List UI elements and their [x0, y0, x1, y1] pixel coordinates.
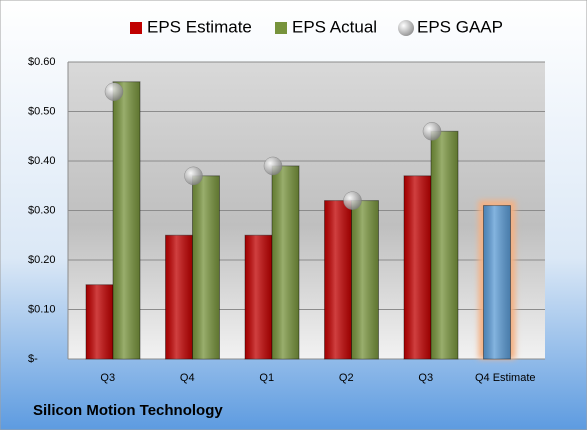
- x-tick-label: Q2: [339, 372, 354, 384]
- legend-marker: [275, 22, 287, 34]
- x-tick-label: Q4: [180, 372, 195, 384]
- legend-marker: [130, 22, 142, 34]
- x-tick-label: Q1: [259, 372, 274, 384]
- legend-label: EPS Estimate: [147, 17, 252, 36]
- bar-shine: [245, 235, 272, 359]
- chart-title: Silicon Motion Technology: [33, 402, 223, 419]
- x-tick-label: Q4 Estimate: [475, 372, 536, 384]
- gaap-marker: [184, 166, 203, 186]
- bar-shine: [272, 165, 299, 359]
- bar-shine: [324, 200, 352, 359]
- x-tick-label: Q3: [100, 372, 115, 384]
- y-tick-label: $0.20: [28, 254, 56, 266]
- y-tick-label: $0.10: [28, 303, 56, 315]
- y-tick-label: $0.40: [28, 155, 56, 167]
- gaap-marker: [104, 82, 124, 101]
- gaap-marker: [422, 122, 442, 141]
- y-tick-label: $-: [28, 353, 38, 365]
- legend-label: EPS Actual: [292, 17, 377, 36]
- x-tick-label: Q3: [418, 372, 433, 384]
- bar-shine: [192, 175, 220, 359]
- gaap-marker: [343, 191, 362, 210]
- y-tick-label: $0.50: [28, 105, 56, 117]
- legend-label: EPS GAAP: [417, 17, 503, 36]
- y-tick-label: $0.30: [28, 204, 56, 216]
- bar-shine: [404, 175, 431, 359]
- bar-shine: [165, 235, 193, 359]
- y-tick-label: $0.60: [28, 56, 56, 68]
- legend-marker: [398, 20, 414, 36]
- bar-shine: [431, 131, 458, 359]
- bar-shine: [351, 200, 379, 359]
- bar-shine: [86, 284, 113, 359]
- bar-shine: [483, 205, 511, 359]
- bar-shine: [113, 81, 140, 360]
- gaap-marker: [263, 156, 283, 176]
